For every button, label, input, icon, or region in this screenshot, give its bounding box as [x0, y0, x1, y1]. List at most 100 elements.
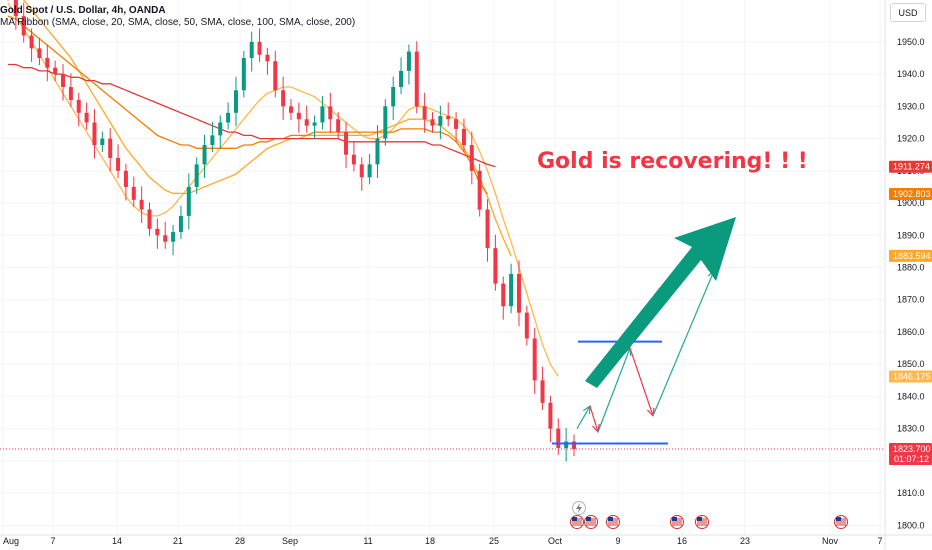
price-tag: 1902.803 [889, 188, 932, 201]
price-tag-bg [889, 188, 932, 201]
candle [524, 305, 529, 346]
price-tag: 1846.175 [889, 370, 932, 383]
candle [344, 121, 349, 169]
candle [131, 176, 136, 207]
candle [414, 41, 419, 114]
candle-body [226, 112, 231, 123]
projection-line [652, 270, 715, 416]
candle-body [241, 58, 246, 91]
price-axis[interactable]: 1800.01810.01820.01830.01840.01850.01860… [884, 0, 925, 550]
y-tick-label: 1860.0 [897, 327, 925, 337]
gridlines [0, 0, 885, 535]
candle [564, 428, 569, 462]
candle-body [139, 199, 144, 210]
big-up-arrow[interactable] [585, 217, 736, 388]
candle [257, 28, 262, 62]
candle-body [564, 441, 569, 448]
y-tick-label: 1920.0 [897, 134, 925, 144]
candle-body [446, 116, 451, 120]
annotation-text[interactable]: Gold is recovering! ! ! [537, 149, 808, 174]
candle [281, 76, 286, 120]
candle-body [163, 235, 168, 242]
candle [312, 115, 317, 140]
candle [21, 2, 26, 43]
candle-body [493, 248, 498, 284]
time-axis[interactable]: Aug 7 14 21 28 Sep 11 18 25 Oct 9 16 23 Nov 7 [0, 534, 932, 546]
candle-body [202, 145, 207, 165]
x-tick-label: 9 [615, 536, 620, 546]
candle [249, 31, 254, 72]
event-icons[interactable] [570, 501, 848, 529]
y-tick-label: 1890.0 [897, 230, 925, 240]
candle [509, 263, 514, 314]
flag-icon-canton [697, 517, 702, 521]
candle [273, 50, 278, 98]
us-flag-icon[interactable] [570, 515, 584, 529]
candle [336, 112, 341, 140]
ma-line [7, 15, 489, 195]
us-flag-icon[interactable] [584, 515, 598, 529]
us-flag-icon[interactable] [695, 515, 709, 529]
candle [45, 44, 50, 82]
symbol-title[interactable]: Gold Spot / U.S. Dollar, 4h, OANDA [0, 5, 166, 16]
projection-line [597, 347, 631, 433]
candle [438, 105, 443, 140]
indicator-legend[interactable]: MA Ribbon (SMA, close, 20, SMA, close, 5… [0, 17, 356, 28]
candle [501, 276, 506, 320]
candle-body [68, 87, 73, 100]
candle [572, 434, 576, 457]
candle [422, 92, 427, 133]
projection-segment[interactable] [589, 405, 600, 434]
candle [163, 221, 168, 249]
candle [37, 38, 42, 66]
lightning-icon[interactable] [572, 501, 586, 515]
projection-segment[interactable] [629, 347, 655, 418]
candle [367, 154, 372, 185]
candle [186, 173, 191, 230]
candle [516, 260, 521, 327]
candle-body [249, 41, 254, 59]
candle-body [100, 138, 105, 146]
candle-body [477, 170, 482, 210]
candle-body [131, 186, 136, 200]
lightning-icon-bolt [576, 503, 582, 513]
candle [13, 0, 18, 30]
drawings[interactable] [552, 217, 736, 445]
candle [351, 141, 356, 172]
flag-icon-canton [572, 517, 577, 521]
candle-body [296, 112, 301, 120]
candle [540, 366, 545, 410]
candle [92, 108, 97, 159]
candle-body [108, 138, 113, 158]
candle-body [430, 119, 435, 126]
candle-body [123, 170, 128, 187]
candle [304, 105, 309, 133]
candle [147, 202, 152, 236]
candle [532, 328, 537, 394]
candle [68, 73, 73, 107]
us-flag-icon[interactable] [670, 515, 684, 529]
candle [218, 115, 223, 149]
us-flag-icon[interactable] [834, 515, 848, 529]
candle-body [116, 157, 121, 171]
candle-body [178, 215, 183, 233]
candle [359, 157, 364, 191]
candle [178, 205, 183, 240]
candle-body [289, 106, 293, 113]
us-flag-icon[interactable] [606, 515, 620, 529]
candles [7, 0, 576, 462]
candle [241, 50, 246, 98]
candle [100, 131, 105, 153]
candle-body [516, 273, 521, 313]
candle-body [399, 70, 404, 88]
candle-body [414, 51, 419, 107]
x-tick-label: 21 [173, 536, 183, 546]
projection-segment[interactable] [576, 404, 591, 429]
candle-body [210, 135, 215, 146]
currency-button[interactable]: USD [890, 3, 926, 22]
candle-body [422, 106, 427, 120]
candle-body [548, 402, 553, 429]
candle-body [218, 122, 223, 136]
x-tick-label: Oct [548, 536, 563, 546]
